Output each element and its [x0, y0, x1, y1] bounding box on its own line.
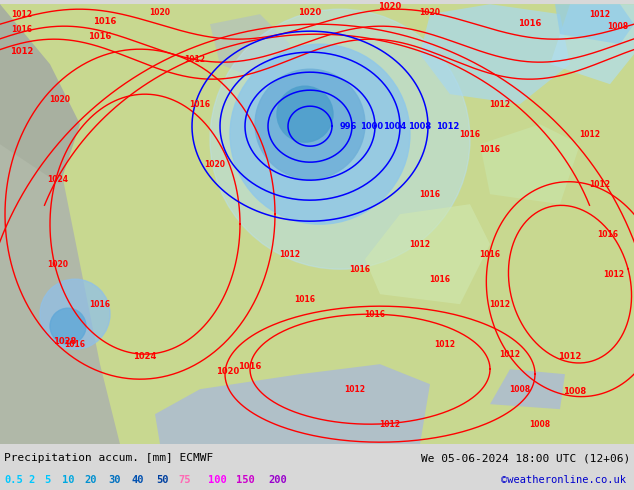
Text: 1016: 1016: [519, 19, 541, 28]
Text: 1024: 1024: [133, 352, 157, 361]
Text: Precipitation accum. [mm] ECMWF: Precipitation accum. [mm] ECMWF: [4, 453, 213, 463]
Text: 1016: 1016: [365, 310, 385, 318]
Text: 1016: 1016: [88, 32, 112, 41]
Text: 1024: 1024: [48, 174, 68, 184]
Text: 1016: 1016: [429, 275, 451, 284]
Polygon shape: [155, 364, 430, 444]
Polygon shape: [550, 4, 634, 84]
Text: 1012: 1012: [500, 350, 521, 359]
Polygon shape: [365, 204, 490, 304]
Text: 1012: 1012: [579, 130, 600, 139]
Text: 1012: 1012: [11, 10, 32, 19]
Polygon shape: [490, 369, 565, 409]
Text: 1016: 1016: [460, 130, 481, 139]
Text: 1020: 1020: [205, 160, 226, 169]
Text: 1016: 1016: [479, 145, 500, 154]
Text: 200: 200: [268, 475, 287, 485]
Text: 1012: 1012: [184, 55, 205, 64]
Text: 1016: 1016: [190, 99, 210, 109]
Text: 1028: 1028: [53, 337, 77, 346]
Text: 1000: 1000: [360, 122, 383, 131]
Text: 1020: 1020: [420, 8, 441, 17]
Text: 75: 75: [178, 475, 190, 485]
Text: 1012: 1012: [436, 122, 460, 131]
Text: 1008: 1008: [564, 387, 586, 396]
Polygon shape: [0, 4, 80, 184]
Text: 1020: 1020: [150, 8, 171, 17]
Text: 1016: 1016: [89, 300, 110, 309]
Text: 5: 5: [44, 475, 50, 485]
Text: 2: 2: [28, 475, 34, 485]
Circle shape: [40, 279, 110, 349]
Text: 1012: 1012: [344, 385, 365, 393]
Text: 1016: 1016: [65, 340, 86, 349]
Text: 1012: 1012: [489, 99, 510, 109]
Text: 1016: 1016: [349, 265, 370, 274]
Text: 50: 50: [156, 475, 169, 485]
Text: 1012: 1012: [410, 240, 430, 248]
Text: 1020: 1020: [216, 367, 240, 376]
Polygon shape: [480, 124, 580, 204]
Text: 1012: 1012: [590, 180, 611, 189]
Text: 1008: 1008: [607, 22, 628, 31]
Text: 0.5: 0.5: [4, 475, 23, 485]
Text: 1008: 1008: [510, 385, 531, 393]
Polygon shape: [420, 4, 570, 104]
Text: 1012: 1012: [590, 10, 611, 19]
Text: 1020: 1020: [48, 260, 68, 269]
Text: 30: 30: [108, 475, 120, 485]
Text: 100: 100: [208, 475, 227, 485]
Circle shape: [230, 44, 410, 224]
Text: 1012: 1012: [434, 340, 455, 349]
Text: 1020: 1020: [378, 2, 401, 11]
Text: 996: 996: [340, 122, 358, 131]
Text: 20: 20: [84, 475, 96, 485]
Text: 1012: 1012: [380, 419, 401, 429]
Text: 1012: 1012: [10, 47, 34, 56]
Text: 1012: 1012: [604, 270, 624, 279]
Circle shape: [50, 308, 86, 344]
Text: 1004: 1004: [383, 122, 406, 131]
Text: ©weatheronline.co.uk: ©weatheronline.co.uk: [501, 475, 626, 485]
Text: 1016: 1016: [479, 250, 500, 259]
Polygon shape: [210, 14, 290, 84]
Polygon shape: [0, 4, 120, 444]
Text: 1020: 1020: [299, 8, 321, 17]
Text: 1012: 1012: [559, 352, 581, 361]
Text: 1008: 1008: [408, 122, 431, 131]
Text: 1016: 1016: [420, 190, 441, 198]
Polygon shape: [555, 4, 634, 44]
Text: 10: 10: [62, 475, 75, 485]
Circle shape: [277, 86, 333, 142]
Text: 1012: 1012: [489, 300, 510, 309]
Text: 1020: 1020: [49, 95, 70, 104]
Text: 1012: 1012: [280, 250, 301, 259]
Text: 1016: 1016: [238, 362, 262, 371]
Text: 1008: 1008: [529, 419, 550, 429]
Text: 1016: 1016: [11, 24, 32, 34]
Text: 1016: 1016: [597, 230, 619, 239]
Circle shape: [255, 69, 365, 179]
Text: 40: 40: [132, 475, 145, 485]
Text: We 05-06-2024 18:00 UTC (12+06): We 05-06-2024 18:00 UTC (12+06): [421, 453, 630, 463]
Circle shape: [210, 9, 470, 269]
Text: 1016: 1016: [93, 17, 117, 26]
Text: 150: 150: [236, 475, 255, 485]
Text: 1016: 1016: [295, 294, 316, 304]
